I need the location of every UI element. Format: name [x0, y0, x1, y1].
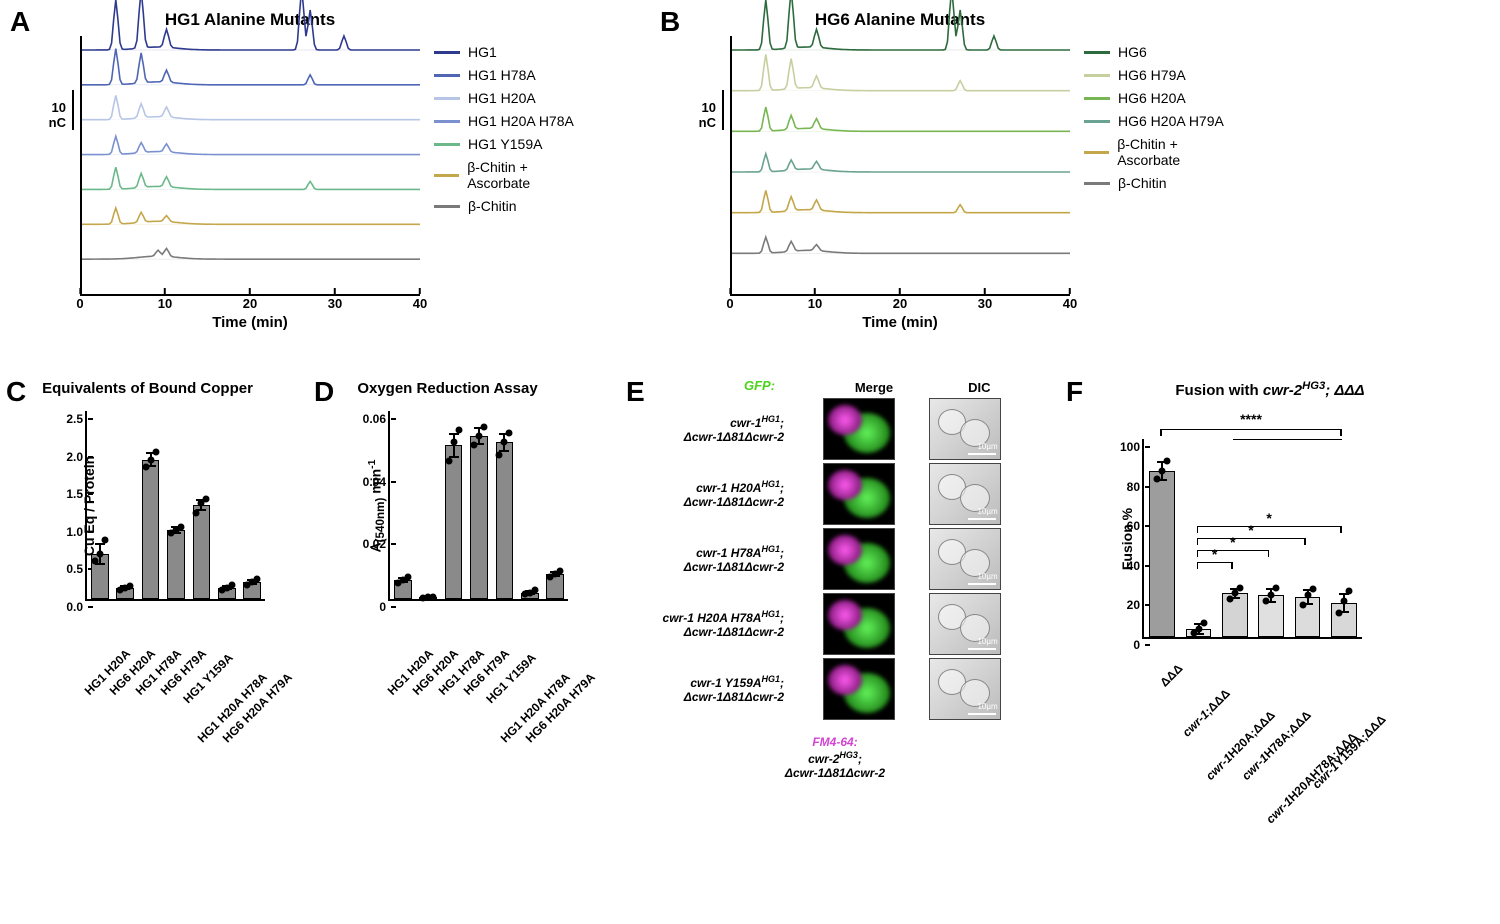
panel-d-chart: A(540nm) min-1 00.020.040.06HG1 H20AHG6 …: [388, 411, 565, 601]
micrograph-dic: 10µm: [929, 593, 1001, 655]
panel-b-legend: HG6 HG6 H79A HG6 H20A HG6 H20A H79A β-Chitin…: [1084, 44, 1240, 198]
panel-f-title: Fusion with cwr-2HG3; ΔΔΔ: [1080, 380, 1460, 399]
micrograph-dic: 10µm: [929, 463, 1001, 525]
panel-a-legend: HG1 HG1 H78A HG1 H20A HG1 H20A H78A HG1 Y159…: [434, 44, 590, 221]
micrograph-merge: [823, 528, 895, 590]
legend-item: HG1 H78A: [434, 67, 590, 83]
legend-item: HG6: [1084, 44, 1240, 60]
micrograph-merge: [823, 463, 895, 525]
micrograph-merge: [823, 398, 895, 460]
micrograph-row-label: cwr-1 H78AHG1;Δcwr-1Δ81Δcwr-2: [650, 544, 790, 575]
panel-b-plot: 10 nC 010203040 Time (min) HG6HG6 H79AHG…: [730, 36, 1240, 331]
panel-b-xlabel: Time (min): [730, 314, 1070, 331]
micrograph-col-header: Merge: [823, 380, 924, 395]
panel-e: E GFP: MergeDICcwr-1HG1;Δcwr-1Δ81Δcwr-21…: [650, 380, 1030, 720]
legend-item: HG1 H20A H78A: [434, 113, 590, 129]
legend-item: β-Chitin: [1084, 175, 1240, 191]
panel-a-xlabel: Time (min): [80, 314, 420, 331]
bar: [496, 442, 514, 599]
legend-item: HG6 H20A H79A: [1084, 113, 1240, 129]
panel-f: F Fusion with cwr-2HG3; ΔΔΔ Fusion % 020…: [1080, 380, 1460, 639]
micrograph-dic: 10µm: [929, 398, 1001, 460]
panel-c-letter: C: [6, 376, 26, 408]
legend-item: HG1 H20A: [434, 90, 590, 106]
bar: [193, 505, 211, 599]
micrograph-row-label: cwr-1 H20A H78AHG1;Δcwr-1Δ81Δcwr-2: [650, 609, 790, 640]
panel-f-letter: F: [1066, 376, 1083, 408]
micrograph-merge: [823, 593, 895, 655]
gfp-label: GFP:: [744, 378, 775, 393]
legend-item: β-Chitin + Ascorbate: [1084, 136, 1240, 168]
panel-a-letter: A: [10, 6, 30, 38]
micrograph-row-label: cwr-1HG1;Δcwr-1Δ81Δcwr-2: [650, 414, 790, 445]
panel-b-letter: B: [660, 6, 680, 38]
panel-a-plot: 10 nC 010203040 Time (min) HG1HG1 H78AHG…: [80, 36, 590, 331]
micrograph-grid: Merge DIC cwr-1HG1;Δcwr-1Δ81Δcwr-2 10µm cwr-…: [650, 380, 1030, 720]
panel-c: C Equivalents of Bound Copper Cu Eq / Pr…: [30, 380, 265, 601]
legend-item: HG1 Y159A: [434, 136, 590, 152]
panel-c-title: Equivalents of Bound Copper: [30, 380, 265, 397]
micrograph-col-header: DIC: [929, 380, 1030, 395]
panel-e-letter: E: [626, 376, 645, 408]
legend-item: HG6 H20A: [1084, 90, 1240, 106]
panel-b: B HG6 Alanine Mutants 10 nC 010203040 Ti…: [680, 10, 1240, 331]
panel-d: D Oxygen Reduction Assay A(540nm) min-1 …: [330, 380, 565, 601]
bar: [445, 445, 463, 599]
legend-item: β-Chitin + Ascorbate: [434, 159, 590, 191]
micrograph-dic: 10µm: [929, 528, 1001, 590]
legend-item: HG6 H79A: [1084, 67, 1240, 83]
fm464-label: FM4-64: cwr-2HG3;Δcwr-1Δ81Δcwr-2: [720, 736, 950, 780]
panel-d-letter: D: [314, 376, 334, 408]
legend-item: β-Chitin: [434, 198, 590, 214]
micrograph-merge: [823, 658, 895, 720]
micrograph-dic: 10µm: [929, 658, 1001, 720]
micrograph-row-label: cwr-1 Y159AHG1;Δcwr-1Δ81Δcwr-2: [650, 674, 790, 705]
bar: [142, 460, 160, 599]
panel-a: A HG1 Alanine Mutants 10 nC 010203040 Ti…: [30, 10, 590, 331]
bar: [470, 436, 488, 599]
bar: [167, 530, 185, 599]
micrograph-row-label: cwr-1 H20AHG1;Δcwr-1Δ81Δcwr-2: [650, 479, 790, 510]
panel-f-chart: Fusion % 020406080100ΔΔΔcwr-1;ΔΔΔcwr-1H2…: [1142, 439, 1460, 639]
panel-c-chart: Cu Eq / Protein 0.00.51.01.52.02.5HG1 H2…: [85, 411, 265, 601]
legend-item: HG1: [434, 44, 590, 60]
panel-d-title: Oxygen Reduction Assay: [330, 380, 565, 397]
